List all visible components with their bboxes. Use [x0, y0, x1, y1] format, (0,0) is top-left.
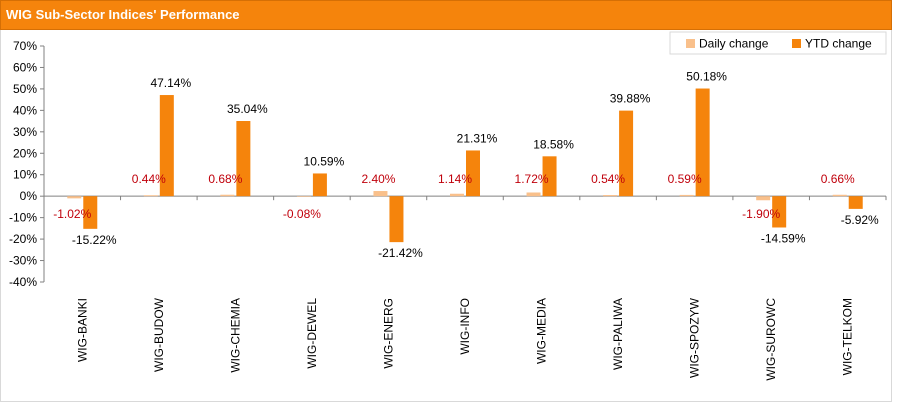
category-label: WIG-MEDIA — [535, 298, 549, 364]
y-tick-label: 30% — [13, 125, 37, 139]
daily-change-label: 0.66% — [821, 172, 855, 186]
bar-ytd-change — [389, 196, 404, 243]
ytd-change-label: 21.31% — [457, 131, 498, 145]
daily-change-label: 0.68% — [208, 172, 242, 186]
category-label: WIG-BUDOW — [152, 297, 166, 372]
bar-daily-change — [450, 193, 464, 197]
y-tick-label: 60% — [13, 60, 37, 74]
bar-ytd-change — [542, 156, 557, 197]
category-label: WIG-CHEMIA — [228, 298, 242, 373]
y-tick-label: 70% — [13, 39, 37, 53]
bar-ytd-change — [236, 121, 251, 197]
bar-daily-change — [143, 195, 158, 197]
daily-change-label: 1.14% — [438, 172, 472, 186]
bar-ytd-change — [848, 196, 863, 209]
legend-box — [669, 31, 887, 55]
daily-change-label: -1.90% — [742, 207, 780, 221]
daily-change-label: 1.72% — [515, 172, 549, 186]
y-tick-label: -20% — [9, 232, 37, 246]
y-tick-label: 20% — [13, 146, 37, 160]
ytd-change-label: -5.92% — [841, 213, 879, 227]
category-label: WIG-PALIWA — [611, 298, 625, 370]
bar-ytd-change — [466, 150, 480, 197]
bar-ytd-change — [83, 196, 98, 229]
daily-change-label: 0.54% — [591, 172, 625, 186]
bar-daily-change — [832, 194, 847, 197]
bar-daily-change — [679, 194, 694, 197]
bar-ytd-change — [695, 88, 710, 197]
y-tick-label: -10% — [9, 211, 37, 225]
ytd-change-label: 50.18% — [686, 70, 727, 84]
category-label: WIG-BANKI — [75, 298, 89, 362]
bar-ytd-change — [619, 110, 634, 197]
bar-daily-change — [373, 191, 388, 197]
y-tick-label: 40% — [13, 103, 37, 117]
ytd-change-label: 35.04% — [227, 102, 268, 116]
ytd-change-label: 18.58% — [533, 137, 574, 151]
ytd-change-label: 10.59% — [304, 154, 345, 168]
bar-ytd-change — [312, 173, 327, 197]
legend-label-daily: Daily change — [699, 37, 769, 51]
y-tick-label: 10% — [13, 168, 37, 182]
bar-daily-change — [296, 196, 311, 197]
bar-ytd-change — [772, 196, 787, 228]
category-label: WIG-ENERG — [381, 298, 395, 369]
daily-change-label: 2.40% — [361, 172, 395, 186]
bar-daily-change — [526, 192, 541, 197]
category-label: WIG-DEWEL — [305, 298, 319, 369]
category-label: WIG-TELKOM — [841, 298, 855, 375]
bar-daily-change — [756, 196, 771, 201]
legend-label-ytd: YTD change — [805, 37, 872, 51]
chart-title: WIG Sub-Sector Indices' Performance — [6, 7, 240, 22]
category-label: WIG-SPOZYW — [688, 297, 702, 378]
chart-header: WIG Sub-Sector Indices' Performance — [0, 0, 892, 30]
category-label: WIG-INFO — [458, 298, 472, 355]
y-tick-label: 0% — [20, 189, 38, 203]
legend-swatch-ytd — [792, 39, 801, 48]
daily-change-label: 0.59% — [668, 172, 702, 186]
y-tick-label: 50% — [13, 82, 37, 96]
daily-change-label: -1.02% — [53, 207, 91, 221]
daily-change-label: 0.44% — [132, 172, 166, 186]
ytd-change-label: -14.59% — [761, 231, 806, 245]
bar-daily-change — [67, 196, 82, 199]
legend-swatch-daily — [686, 39, 695, 48]
y-tick-label: -30% — [9, 254, 37, 268]
y-tick-label: -40% — [9, 275, 37, 289]
ytd-change-label: 39.88% — [610, 92, 651, 106]
ytd-change-label: -21.42% — [378, 246, 423, 260]
bar-ytd-change — [159, 95, 174, 197]
ytd-change-label: -15.22% — [72, 233, 117, 247]
daily-change-label: -0.08% — [283, 207, 321, 221]
bar-daily-change — [603, 195, 618, 197]
ytd-change-label: 47.14% — [150, 76, 191, 90]
chart-frame — [0, 30, 892, 402]
bar-daily-change — [220, 194, 235, 197]
category-label: WIG-SUROWC — [764, 298, 778, 381]
